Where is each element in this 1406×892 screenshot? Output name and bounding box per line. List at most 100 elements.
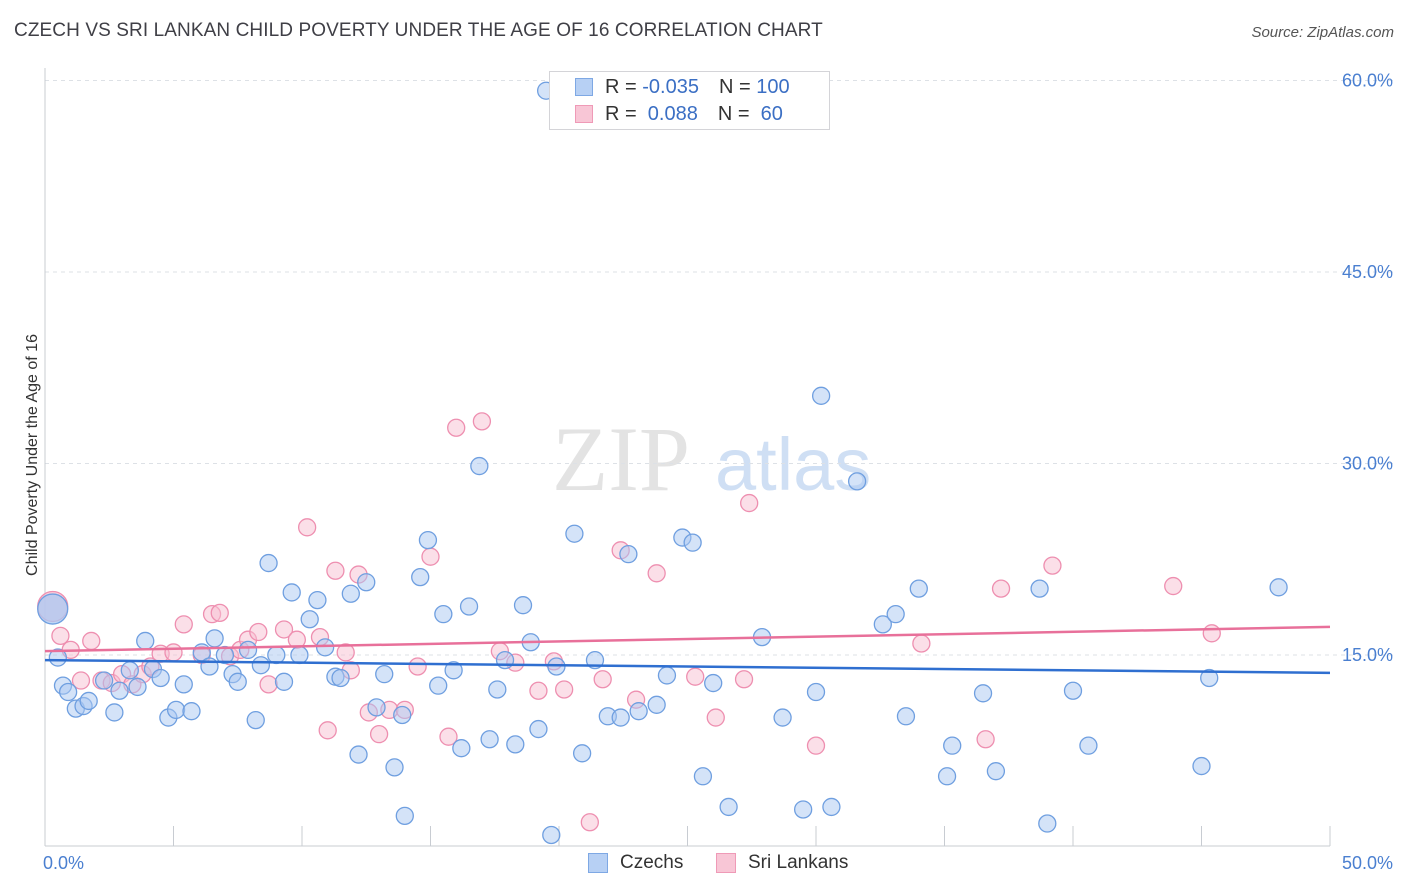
czechs-point	[418, 530, 438, 550]
czechs-point	[909, 579, 928, 598]
trend-lines	[44, 625, 1331, 675]
czechs-point	[513, 596, 533, 615]
y-tick-label: 45.0%	[1342, 262, 1393, 282]
czechs-point	[1192, 756, 1211, 776]
czechs-point	[151, 668, 170, 688]
czechs-point	[647, 695, 666, 714]
legend-item-sri-lankans[interactable]: Sri Lankans	[716, 852, 848, 874]
sri-lankans-point	[297, 518, 317, 537]
czechs-point	[572, 744, 592, 763]
x-tick-label: 50.0%	[1342, 853, 1393, 873]
czechs-point	[693, 767, 713, 786]
czechs-point	[411, 567, 430, 587]
czechs-swatch	[575, 78, 593, 96]
sri-lankans-point	[991, 579, 1011, 598]
sri-lankans-point	[593, 670, 612, 689]
czechs-point	[357, 573, 376, 592]
czechs-point	[480, 730, 499, 749]
czechs-legend-swatch	[588, 853, 608, 873]
czechs-point	[470, 456, 489, 476]
sri-lankans-point	[421, 547, 440, 566]
x-tick-label: 0.0%	[43, 853, 84, 873]
czechs-point	[683, 533, 702, 552]
y-tick-label: 30.0%	[1342, 454, 1393, 474]
sri-lankans-point	[336, 643, 355, 662]
czechs-point	[459, 597, 479, 616]
sri-lankans-point	[439, 727, 458, 746]
sri-lankans-point	[706, 708, 725, 727]
czechs-point	[79, 691, 98, 711]
sri-lankans-point	[1043, 556, 1062, 575]
czechs-point	[48, 648, 67, 667]
legend-n-value: 60	[755, 102, 783, 125]
y-tick-label: 60.0%	[1342, 71, 1393, 91]
sri-lankans-point	[71, 671, 91, 690]
czechs-point	[367, 698, 386, 717]
sri-lankans-point	[734, 670, 754, 689]
czechs-point	[886, 604, 905, 624]
y-tick-label: 15.0%	[1342, 645, 1393, 665]
czechs-legend-label: Czechs	[620, 852, 684, 873]
sri-lankans-legend-swatch	[716, 853, 736, 873]
czechs-point	[794, 800, 813, 819]
czechs-point	[267, 645, 286, 665]
sri-lankans-point	[912, 634, 931, 653]
sri-lankans-point	[976, 730, 995, 749]
czechs-point	[1038, 814, 1057, 833]
czechs-point	[395, 806, 414, 826]
czechs-point	[238, 640, 258, 660]
czechs-point	[308, 590, 327, 610]
sri-lankans-trend-line	[44, 625, 1331, 653]
czechs-point	[1030, 579, 1049, 598]
czechs-point	[331, 668, 350, 688]
czechs-point	[349, 745, 368, 764]
sri-lankans-point	[1202, 624, 1221, 643]
legend-item-czechs[interactable]: Czechs	[588, 852, 683, 874]
czechs-point	[385, 758, 404, 777]
czechs-point	[822, 797, 841, 817]
czechs-point	[205, 629, 224, 648]
czechs-point	[290, 645, 309, 665]
czechs-point	[1269, 578, 1288, 597]
sri-lankans-point	[82, 631, 101, 651]
czechs-point	[341, 584, 360, 603]
y-axis-label: Child Poverty Under the Age of 16	[24, 334, 41, 576]
czechs-point	[128, 677, 147, 697]
sri-lankans-point	[249, 622, 268, 642]
sri-lankans-point	[326, 561, 345, 580]
czechs-point	[166, 700, 186, 720]
czechs-point	[174, 675, 193, 694]
legend-n-label: N =	[717, 102, 756, 125]
czechs-point	[973, 684, 993, 703]
czechs-point	[986, 762, 1006, 781]
czechs-point	[375, 665, 394, 684]
czechs-point	[259, 553, 278, 573]
czechs-point	[315, 638, 335, 657]
czechs-point	[94, 671, 114, 690]
czechs-point	[719, 797, 738, 817]
gridlines	[45, 80, 1393, 656]
czechs-points	[37, 81, 1288, 845]
czechs-point	[1063, 681, 1083, 700]
czechs-point	[811, 386, 831, 405]
czechs-point	[120, 661, 139, 680]
czechs-point	[251, 656, 271, 675]
czechs-point	[806, 682, 826, 702]
czechs-point	[542, 825, 561, 845]
czechs-point	[110, 681, 129, 700]
czechs-point	[228, 672, 247, 691]
czechs-point	[873, 615, 892, 634]
czechs-point	[434, 604, 453, 624]
czechs-trend-line	[44, 658, 1331, 675]
sri-lankans-point	[529, 681, 548, 700]
sri-lankans-point	[369, 725, 389, 744]
czechs-point	[393, 705, 412, 725]
correlation-legend: R = -0.035 N = 100 R = 0.088 N = 60	[549, 71, 830, 130]
czechs-point	[495, 650, 515, 670]
czechs-point	[444, 661, 463, 680]
czechs-point	[773, 708, 792, 727]
legend-n-value: 100	[756, 75, 790, 98]
sri-lankans-point	[686, 667, 705, 686]
legend-r-value: -0.035	[642, 75, 699, 98]
czechs-point	[246, 710, 265, 730]
